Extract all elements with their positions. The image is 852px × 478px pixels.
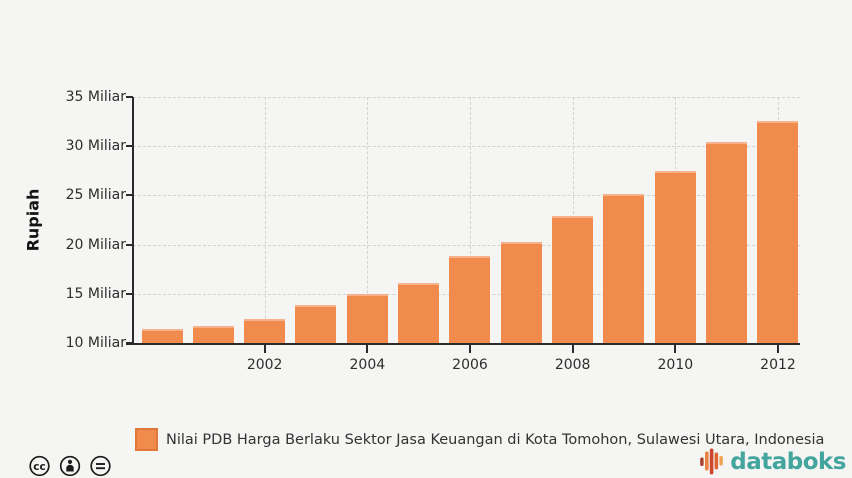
databoks-logo-icon <box>700 448 724 475</box>
databoks-logo: databoks <box>700 448 846 475</box>
bar-2000 <box>141 329 183 343</box>
bar-2011 <box>706 142 748 343</box>
x-tick-label: 2004 <box>349 357 386 373</box>
x-axis-tick <box>674 345 677 353</box>
databoks-logo-text: databoks <box>730 448 846 475</box>
y-tick-label: 15 Miliar <box>65 285 126 302</box>
x-tick-label: 2002 <box>246 357 283 373</box>
x-axis-tick <box>263 345 266 353</box>
bar-2001 <box>192 326 234 343</box>
bar-2004 <box>346 293 388 343</box>
legend-swatch <box>135 428 158 451</box>
cc-icon: cc <box>29 455 50 477</box>
x-tick-label: 2012 <box>760 357 796 373</box>
gridline-vertical <box>469 97 471 343</box>
y-tick-label: 20 Miliar <box>65 236 126 253</box>
no-derivatives-icon <box>90 455 111 477</box>
x-axis-tick <box>776 345 779 353</box>
x-tick-label: 2010 <box>657 357 694 373</box>
gridline-horizontal <box>133 244 800 246</box>
y-axis-tick <box>126 292 133 295</box>
gridline-horizontal <box>133 195 800 197</box>
x-tick-label: 2006 <box>452 357 488 373</box>
y-tick-label: 25 Miliar <box>65 187 126 204</box>
bar-2008 <box>552 216 594 343</box>
y-tick-label: 30 Miliar <box>65 138 126 155</box>
bar-2003 <box>295 304 337 343</box>
bar-2002 <box>244 319 286 343</box>
y-tick-label: 10 Miliar <box>65 335 126 351</box>
legend: Nilai PDB Harga Berlaku Sektor Jasa Keua… <box>135 428 824 451</box>
y-axis-tick <box>126 243 133 246</box>
bar-2012 <box>757 120 799 343</box>
svg-text:cc: cc <box>33 461 45 473</box>
x-axis-tick <box>468 345 471 353</box>
gridline-vertical <box>367 97 369 343</box>
bar-2007 <box>500 241 542 343</box>
y-tick-label: 35 Miliar <box>65 89 126 105</box>
plot-area <box>133 97 800 343</box>
attribution-icon <box>59 455 81 477</box>
x-axis-tick <box>571 345 574 353</box>
bar-2005 <box>398 282 440 343</box>
gridline-horizontal <box>133 146 800 148</box>
y-axis-tick <box>126 194 133 197</box>
x-axis-tick <box>366 345 369 353</box>
gridline-vertical <box>264 97 266 343</box>
y-axis-tick <box>126 342 133 344</box>
y-axis-line <box>132 97 134 344</box>
y-axis-tick <box>126 145 133 148</box>
y-axis-tick <box>126 96 133 98</box>
license-icons: cc <box>29 455 111 477</box>
x-tick-label: 2008 <box>554 357 591 373</box>
bar-2009 <box>603 194 645 343</box>
x-axis-line <box>126 343 800 345</box>
legend-label: Nilai PDB Harga Berlaku Sektor Jasa Keua… <box>166 431 825 448</box>
bar-2010 <box>654 170 696 343</box>
bar-2006 <box>449 256 491 343</box>
gridline-horizontal <box>133 97 800 98</box>
